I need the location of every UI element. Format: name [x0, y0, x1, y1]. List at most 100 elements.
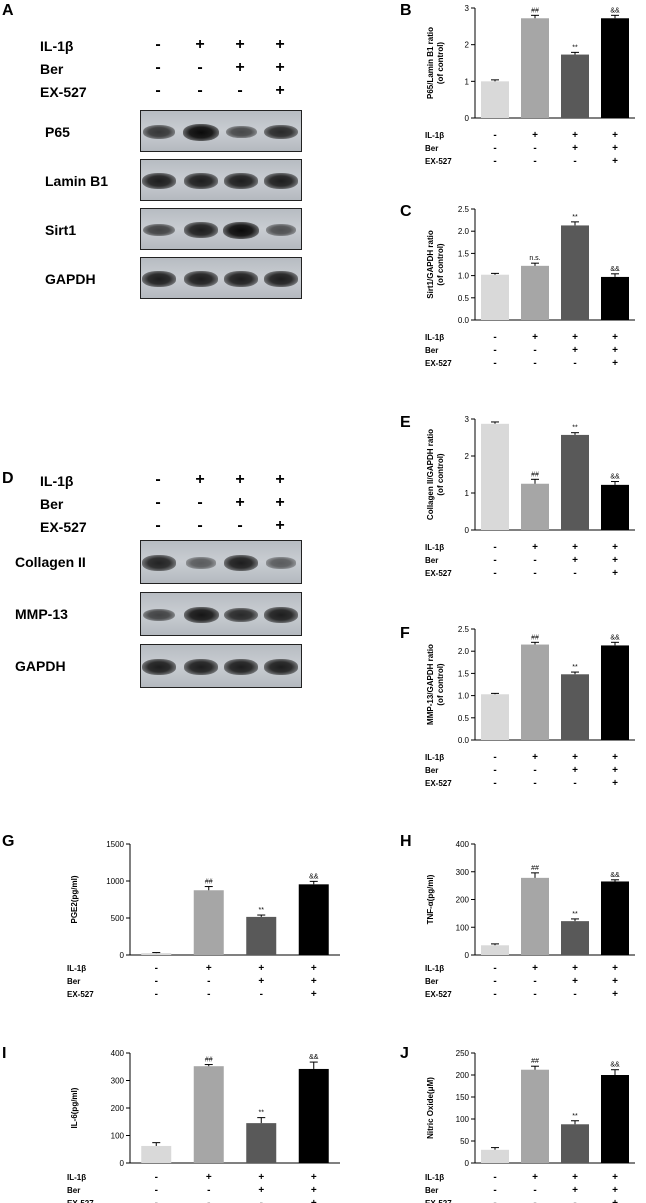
y-tick-label: 400 — [111, 1049, 125, 1058]
protein-band — [183, 606, 219, 624]
treatment-label: Ber — [425, 766, 438, 775]
treatment-sign: - — [155, 989, 158, 1000]
blot-strip — [140, 592, 302, 636]
treatment-label: IL-1β — [67, 964, 86, 973]
protein-band — [141, 659, 177, 675]
treatment-sign: + — [235, 471, 245, 488]
panel-label-g: G — [2, 833, 15, 850]
significance-label: n.s. — [529, 255, 540, 262]
treatment-sign: + — [612, 976, 618, 987]
bar — [521, 265, 549, 320]
treatment-sign: + — [275, 82, 285, 99]
significance-label: ** — [572, 1113, 578, 1120]
blot-strip — [140, 110, 302, 152]
treatment-sign: - — [155, 494, 161, 511]
y-axis-title: Nitric Oxide(μM) — [426, 1077, 435, 1139]
treatment-sign: - — [260, 989, 263, 1000]
treatment-sign: - — [207, 976, 210, 987]
bar — [561, 434, 589, 530]
treatment-sign: + — [572, 143, 578, 154]
y-axis-title: Sirt1/GAPDH ratio — [426, 230, 435, 299]
treatment-sign: - — [533, 568, 536, 579]
treatment-sign: - — [237, 82, 243, 99]
treatment-sign: + — [258, 976, 264, 987]
y-axis-title: (of control) — [436, 42, 445, 85]
treatment-sign: + — [572, 345, 578, 356]
treatment-sign: + — [612, 568, 618, 579]
y-tick-label: 0 — [465, 951, 470, 960]
blot-strip — [140, 208, 302, 250]
y-tick-label: 150 — [456, 1093, 470, 1102]
treatment-sign: - — [155, 963, 158, 974]
treatment-sign: - — [493, 1172, 496, 1183]
treatment-sign: + — [612, 358, 618, 369]
bar — [141, 1145, 172, 1163]
treatment-sign: - — [197, 59, 203, 76]
blot-strip — [140, 159, 302, 201]
treatment-label: Ber — [67, 977, 80, 986]
treatment-label: EX-527 — [67, 990, 94, 999]
y-tick-label: 2 — [465, 452, 470, 461]
treatment-sign: - — [155, 976, 158, 987]
y-tick-label: 0 — [120, 1159, 125, 1168]
y-axis-title: MMP-13/GAPDH ratio — [426, 644, 435, 725]
treatment-label: Ber — [425, 346, 438, 355]
treatment-sign: + — [311, 1185, 317, 1196]
treatment-sign: - — [493, 345, 496, 356]
bar — [193, 890, 224, 955]
y-tick-label: 3 — [465, 415, 470, 424]
treatment-sign: - — [493, 1198, 496, 1203]
chart-j: 0 50 100 150 200 250 Nitric Oxide(μM) ## ** && IL-… — [425, 1049, 635, 1203]
treatment-sign: - — [493, 568, 496, 579]
panel-label-b: B — [400, 2, 412, 19]
y-tick-label: 0 — [465, 526, 470, 535]
treatment-sign: - — [493, 358, 496, 369]
treatment-sign: - — [533, 989, 536, 1000]
significance-label: && — [610, 474, 620, 481]
treatment-sign: + — [612, 156, 618, 167]
treatment-label: Ber — [425, 144, 438, 153]
treatment-sign: - — [155, 36, 161, 53]
significance-label: && — [610, 7, 620, 14]
y-axis-title: Collagen II/GAPDH ratio — [426, 429, 435, 520]
bar — [561, 54, 589, 118]
treatment-sign: - — [533, 1185, 536, 1196]
treatment-sign: + — [612, 778, 618, 789]
protein-band — [186, 557, 216, 569]
bar — [481, 81, 509, 118]
bar — [601, 276, 629, 320]
bar — [601, 484, 629, 530]
treatment-label: Ber — [425, 1186, 438, 1195]
y-tick-label: 50 — [460, 1137, 469, 1146]
y-tick-label: 2.5 — [458, 205, 470, 214]
treatment-sign: + — [275, 494, 285, 511]
protein-band — [141, 271, 177, 287]
treatment-sign: + — [532, 130, 538, 141]
treatment-sign: + — [572, 765, 578, 776]
y-tick-label: 300 — [111, 1077, 125, 1086]
treatment-sign: - — [493, 963, 496, 974]
treatment-sign: + — [275, 59, 285, 76]
treatment-sign: + — [311, 963, 317, 974]
bar — [521, 1069, 549, 1163]
protein-band — [263, 173, 299, 189]
y-tick-label: 250 — [456, 1049, 470, 1058]
y-tick-label: 1.0 — [458, 692, 470, 701]
y-axis-title: (of control) — [436, 243, 445, 286]
treatment-sign: - — [493, 130, 496, 141]
treatment-sign: - — [155, 1198, 158, 1203]
protein-band — [223, 659, 259, 675]
significance-label: ** — [259, 1110, 265, 1117]
treatment-sign: + — [572, 130, 578, 141]
y-tick-label: 200 — [456, 896, 470, 905]
treatment-label: Ber — [425, 556, 438, 565]
treatment-sign: - — [197, 82, 203, 99]
chart-g: 0 500 1000 1500 PGE2(pg/ml) ## ** && IL-1β - + + + Be… — [67, 840, 340, 1000]
y-tick-label: 100 — [456, 1115, 470, 1124]
treatment-sign: + — [572, 542, 578, 553]
treatment-sign: + — [311, 1198, 317, 1203]
treatment-sign: - — [493, 332, 496, 343]
y-tick-label: 3 — [465, 4, 470, 13]
significance-label: ** — [259, 907, 265, 914]
bar — [481, 1149, 509, 1163]
